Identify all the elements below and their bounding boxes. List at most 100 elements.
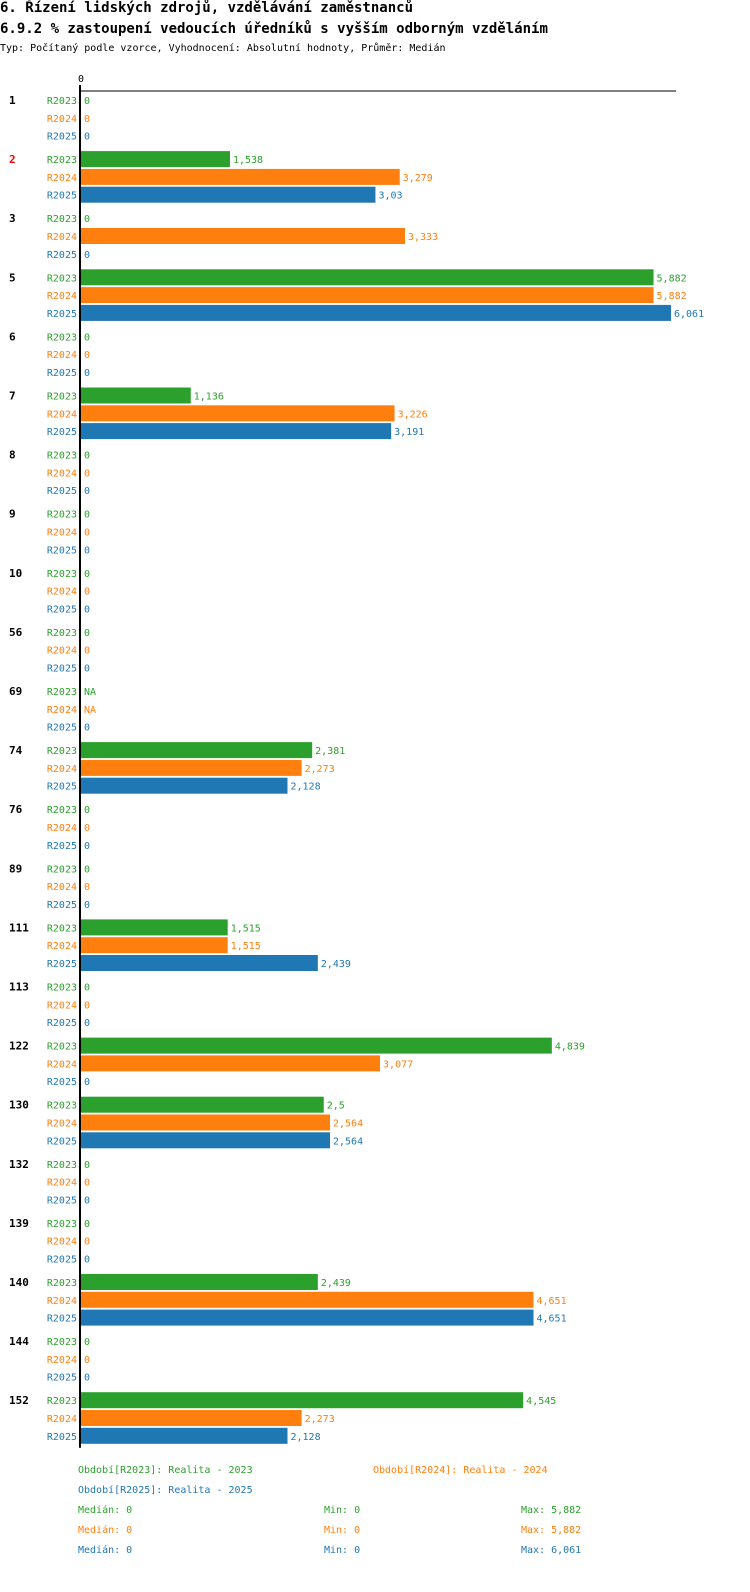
category-label-6: 6 bbox=[9, 330, 16, 343]
category-label-69: 69 bbox=[9, 685, 22, 698]
series-label-3-R2025: R2025 bbox=[47, 250, 77, 261]
category-label-144: 144 bbox=[9, 1335, 29, 1348]
value-label-140-R2025: 4,651 bbox=[537, 1314, 567, 1325]
value-label-111-R2023: 1,515 bbox=[231, 923, 261, 934]
category-label-2: 2 bbox=[9, 153, 16, 166]
value-label-122-R2024: 3,077 bbox=[383, 1059, 413, 1070]
series-label-139-R2023: R2023 bbox=[47, 1219, 77, 1230]
series-label-111-R2024: R2024 bbox=[47, 941, 77, 952]
series-label-7-R2025: R2025 bbox=[47, 427, 77, 438]
value-label-113-R2025: 0 bbox=[84, 1018, 90, 1029]
series-label-1-R2024: R2024 bbox=[47, 114, 77, 125]
series-label-113-R2025: R2025 bbox=[47, 1018, 77, 1029]
series-label-9-R2025: R2025 bbox=[47, 545, 77, 556]
value-label-152-R2024: 2,273 bbox=[305, 1414, 335, 1425]
value-label-89-R2025: 0 bbox=[84, 900, 90, 911]
series-label-139-R2025: R2025 bbox=[47, 1255, 77, 1266]
value-label-89-R2023: 0 bbox=[84, 864, 90, 875]
value-label-139-R2025: 0 bbox=[84, 1255, 90, 1266]
stat-max-r2025: Max: 6,061 bbox=[521, 1545, 582, 1556]
value-label-140-R2023: 2,439 bbox=[321, 1278, 351, 1289]
value-label-140-R2024: 4,651 bbox=[537, 1296, 567, 1307]
value-label-5-R2023: 5,882 bbox=[657, 273, 687, 284]
bar-74-R2024 bbox=[80, 759, 302, 776]
value-label-76-R2025: 0 bbox=[84, 841, 90, 852]
series-label-7-R2024: R2024 bbox=[47, 409, 77, 420]
category-label-9: 9 bbox=[9, 508, 16, 521]
value-label-132-R2023: 0 bbox=[84, 1160, 90, 1171]
stat-median-r2023: Medián: 0 bbox=[78, 1505, 133, 1516]
series-label-5-R2025: R2025 bbox=[47, 309, 77, 320]
value-label-139-R2024: 0 bbox=[84, 1237, 90, 1248]
bar-130-R2024 bbox=[80, 1114, 331, 1131]
value-label-56-R2024: 0 bbox=[84, 646, 90, 657]
value-label-132-R2024: 0 bbox=[84, 1178, 90, 1189]
bar-111-R2025 bbox=[80, 955, 318, 971]
bar-140-R2025 bbox=[80, 1309, 534, 1326]
value-label-9-R2023: 0 bbox=[84, 510, 90, 521]
chart-title: 6.9.2 % zastoupení vedoucích úředníků s … bbox=[0, 21, 548, 37]
bar-122-R2023 bbox=[80, 1037, 552, 1054]
series-label-3-R2023: R2023 bbox=[47, 214, 77, 225]
value-label-130-R2025: 2,564 bbox=[333, 1136, 363, 1147]
series-label-130-R2024: R2024 bbox=[47, 1119, 77, 1130]
bar-140-R2023 bbox=[80, 1274, 318, 1290]
series-label-74-R2023: R2023 bbox=[47, 746, 77, 757]
legend-entry-r2025: Období[R2025]: Realita - 2025 bbox=[78, 1485, 253, 1496]
value-label-74-R2023: 2,381 bbox=[315, 746, 345, 757]
value-label-8-R2025: 0 bbox=[84, 486, 90, 497]
category-label-152: 152 bbox=[9, 1394, 29, 1407]
value-label-122-R2025: 0 bbox=[84, 1077, 90, 1088]
category-label-56: 56 bbox=[9, 626, 23, 639]
series-label-8-R2025: R2025 bbox=[47, 486, 77, 497]
value-label-76-R2023: 0 bbox=[84, 805, 90, 816]
bar-74-R2025 bbox=[80, 777, 288, 794]
bar-74-R2023 bbox=[80, 742, 313, 759]
series-label-140-R2025: R2025 bbox=[47, 1314, 77, 1325]
series-label-140-R2023: R2023 bbox=[47, 1278, 77, 1289]
series-label-152-R2024: R2024 bbox=[47, 1414, 77, 1425]
stat-min-r2024: Min: 0 bbox=[324, 1525, 361, 1536]
legend-entry-r2024: Období[R2024]: Realita - 2024 bbox=[373, 1465, 548, 1476]
value-label-69-R2023: NA bbox=[84, 687, 96, 698]
value-label-89-R2024: 0 bbox=[84, 882, 90, 893]
series-label-2-R2023: R2023 bbox=[47, 155, 77, 166]
axis-zero-label: 0 bbox=[78, 74, 84, 85]
chart-meta: Typ: Počítaný podle vzorce, Vyhodnocení:… bbox=[0, 43, 446, 54]
series-label-10-R2023: R2023 bbox=[47, 569, 77, 580]
series-label-74-R2025: R2025 bbox=[47, 782, 77, 793]
series-label-144-R2023: R2023 bbox=[47, 1337, 77, 1348]
value-label-7-R2025: 3,191 bbox=[394, 427, 424, 438]
value-label-76-R2024: 0 bbox=[84, 823, 90, 834]
value-label-1-R2025: 0 bbox=[84, 132, 90, 143]
value-label-1-R2024: 0 bbox=[84, 114, 90, 125]
bar-3-R2024 bbox=[80, 228, 405, 244]
value-label-56-R2025: 0 bbox=[84, 664, 90, 675]
value-label-3-R2024: 3,333 bbox=[408, 232, 438, 243]
bar-111-R2023 bbox=[80, 919, 228, 936]
bar-5-R2023 bbox=[80, 269, 654, 286]
series-label-2-R2025: R2025 bbox=[47, 191, 77, 202]
category-label-130: 130 bbox=[9, 1099, 29, 1112]
bar-111-R2024 bbox=[80, 937, 228, 954]
series-label-144-R2024: R2024 bbox=[47, 1355, 77, 1366]
value-label-152-R2023: 4,545 bbox=[526, 1396, 556, 1407]
value-label-111-R2024: 1,515 bbox=[231, 941, 261, 952]
category-label-111: 111 bbox=[9, 921, 29, 934]
category-label-5: 5 bbox=[9, 271, 16, 284]
series-label-132-R2025: R2025 bbox=[47, 1195, 77, 1206]
series-label-69-R2023: R2023 bbox=[47, 687, 77, 698]
series-label-122-R2025: R2025 bbox=[47, 1077, 77, 1088]
value-label-6-R2025: 0 bbox=[84, 368, 90, 379]
category-label-113: 113 bbox=[9, 981, 29, 994]
value-label-111-R2025: 2,439 bbox=[321, 959, 351, 970]
value-label-2-R2023: 1,538 bbox=[233, 155, 263, 166]
series-label-9-R2023: R2023 bbox=[47, 510, 77, 521]
value-label-8-R2023: 0 bbox=[84, 451, 90, 462]
series-label-76-R2023: R2023 bbox=[47, 805, 77, 816]
series-label-8-R2023: R2023 bbox=[47, 451, 77, 462]
bar-122-R2024 bbox=[80, 1055, 381, 1072]
stat-min-r2025: Min: 0 bbox=[324, 1545, 361, 1556]
series-label-6-R2023: R2023 bbox=[47, 332, 77, 343]
